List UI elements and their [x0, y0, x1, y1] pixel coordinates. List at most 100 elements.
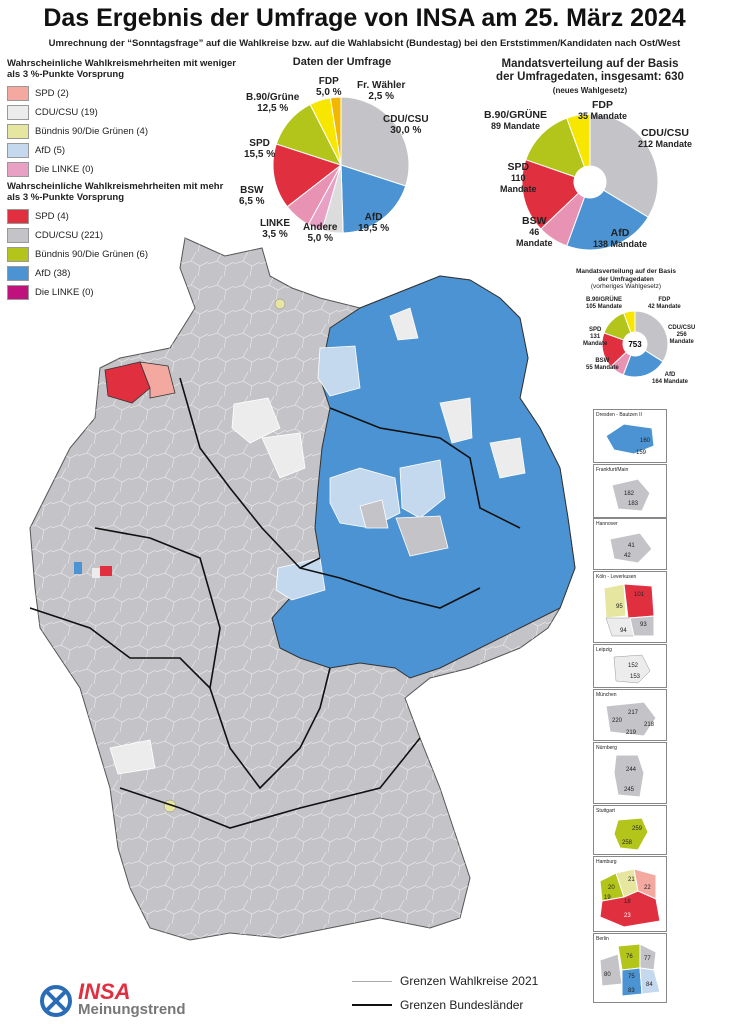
- inset-number: 183: [628, 501, 639, 507]
- page-title: Das Ergebnis der Umfrage von INSA am 25.…: [43, 4, 686, 32]
- legend-label: AfD (38): [35, 268, 71, 279]
- legend-wahlkreise-label: Grenzen Wahlkreise 2021: [400, 974, 539, 988]
- map-region-cdu-weak: [389, 307, 419, 341]
- inset-caption: München: [596, 692, 617, 698]
- map-region-cdu-weak: [231, 397, 281, 444]
- old-seats-title: Mandatsverteilung auf der Basis der Umfr…: [575, 268, 677, 290]
- inset-number: 258: [622, 840, 633, 846]
- map-region-spd-weak: [139, 361, 176, 399]
- map-region-afd-weak: [317, 345, 361, 397]
- inset-number: 101: [634, 592, 645, 598]
- inset-number: 23: [624, 913, 631, 919]
- legend-swatch: [7, 266, 29, 281]
- map-region-cdu-weak: [109, 739, 156, 775]
- pie-slice-spd: [601, 332, 627, 368]
- old-label-spd: SPD 131 Mandate: [583, 327, 608, 347]
- legend-item: Bündnis 90/Die Grünen (4): [7, 122, 237, 141]
- survey-pie: [272, 96, 410, 234]
- seats-pie-title: Mandatsverteilung auf der Basis der Umfr…: [496, 58, 684, 95]
- inset-number: 153: [630, 674, 641, 680]
- inset-hannover: Hannover 41 42: [593, 518, 667, 570]
- seats-label-fdp: FDP 35 Mandate: [578, 99, 628, 122]
- logo-brand: INSA: [78, 979, 131, 1004]
- inset-hamburg: Hamburg 21 20 22 19 18 23: [593, 856, 667, 932]
- legend-label: CDU/CSU (221): [35, 230, 104, 241]
- inset-number: 84: [646, 982, 653, 988]
- thin-line-swatch: [352, 980, 392, 982]
- inset-number: 94: [620, 628, 627, 634]
- pie-slice-fdp: [566, 113, 591, 168]
- inset-caption: Frankfurt/Main: [596, 467, 629, 473]
- legend-item: CDU/CSU (221): [7, 226, 237, 245]
- inset-number: 21: [628, 877, 635, 883]
- legend-item: AfD (5): [7, 141, 237, 160]
- legend-label: SPD (4): [35, 211, 69, 222]
- logo-tagline: Meinungstrend: [78, 1001, 186, 1018]
- legend-swatch: [7, 162, 29, 177]
- pie-slice-spd: [521, 159, 580, 230]
- inset-number: 152: [628, 663, 639, 669]
- legend-label: CDU/CSU (19): [35, 107, 98, 118]
- inset-stuttgart: Stuttgart 259 258: [593, 805, 667, 855]
- old-label-gruene: B.90/GRÜNE 105 Mandate: [586, 297, 623, 310]
- pie-label-fdp: FDP 5,0 %: [316, 76, 342, 98]
- legend-label: AfD (5): [35, 145, 66, 156]
- inset-number: 76: [626, 954, 633, 960]
- pie-slice-cdu-csu: [340, 96, 410, 187]
- map-region-afd-weak: [399, 459, 446, 519]
- pie-slice-fr-w-hler: [329, 96, 342, 166]
- inset-koeln: Köln - Leverkusen 101 95 94 93: [593, 571, 667, 643]
- insa-logo: INSA Meinungstrend: [38, 979, 186, 1019]
- pie-slice-afd: [566, 189, 649, 251]
- inset-dresden: Dresden - Bautzen II 160 159: [593, 409, 667, 463]
- legend-item: Die LINKE (0): [7, 283, 237, 302]
- inset-frankfurt: Frankfurt/Main 182 183: [593, 464, 667, 518]
- map-region-spd-strong: [104, 361, 151, 404]
- seats-label-cdu: CDU/CSU 212 Mandate: [638, 127, 693, 150]
- pie-slice-b-90-gr-ne: [603, 312, 632, 341]
- legend-item: Die LINKE (0): [7, 160, 237, 179]
- map-region-cdu-weak: [439, 397, 473, 444]
- thick-line-swatch: [352, 1004, 392, 1006]
- pie-slice-b-90-gr-ne: [525, 117, 586, 178]
- legend-item: Bündnis 90/Die Grünen (6): [7, 245, 237, 264]
- pie-label-cdu: CDU/CSU 30,0 %: [383, 114, 429, 136]
- old-seats-total: 753: [628, 340, 642, 349]
- legend-swatch: [7, 143, 29, 158]
- legend-bundeslaender-label: Grenzen Bundesländer: [400, 998, 524, 1012]
- legend-item: SPD (4): [7, 207, 237, 226]
- legend-swatch: [7, 285, 29, 300]
- pie-slice-fdp: [623, 310, 636, 334]
- inset-number: 20: [608, 885, 615, 891]
- map-region-cdu-weak: [261, 432, 306, 479]
- pie-label-gruene: B.90/Grüne 12,5 %: [246, 92, 300, 114]
- legend-weak-heading: Wahrscheinliche Wahlkreismehrheiten mit …: [7, 58, 236, 80]
- old-seats-pie: 753: [601, 310, 669, 378]
- old-label-afd: AfD 164 Mandate: [652, 372, 689, 385]
- legend-label: Die LINKE (0): [35, 164, 94, 175]
- pie-label-fw: Fr. Wähler 2,5 %: [357, 80, 406, 102]
- pie-slice-cdu-csu: [589, 113, 659, 218]
- map-region-afd-weak: [275, 557, 326, 601]
- inset-number: 75: [628, 974, 635, 980]
- inset-nuernberg: Nürnberg 244 245: [593, 742, 667, 804]
- inset-number: 42: [624, 553, 631, 559]
- inset-berlin: Berlin 76 77 75 80 84 83: [593, 933, 667, 1003]
- survey-pie-title: Daten der Umfrage: [292, 56, 392, 68]
- map-region-afd-ruhr: [74, 562, 82, 574]
- inset-number: 219: [626, 730, 637, 736]
- legend-item: AfD (38): [7, 264, 237, 283]
- inset-number: 160: [640, 438, 651, 444]
- inset-leipzig: Leipzig 152 153: [593, 644, 667, 688]
- legend-swatch: [7, 105, 29, 120]
- inset-caption: Berlin: [596, 936, 609, 942]
- inset-number: 77: [644, 956, 651, 962]
- legend-label: Bündnis 90/Die Grünen (6): [35, 249, 149, 260]
- inset-number: 245: [624, 787, 635, 793]
- inset-number: 93: [640, 622, 647, 628]
- map-region-cdu-east: [359, 499, 389, 529]
- germany-map: [29, 237, 576, 941]
- legend-wahlkreise: Grenzen Wahlkreise 2021: [352, 974, 538, 988]
- legend-bundeslaender: Grenzen Bundesländer: [352, 998, 523, 1012]
- legend-swatch: [7, 124, 29, 139]
